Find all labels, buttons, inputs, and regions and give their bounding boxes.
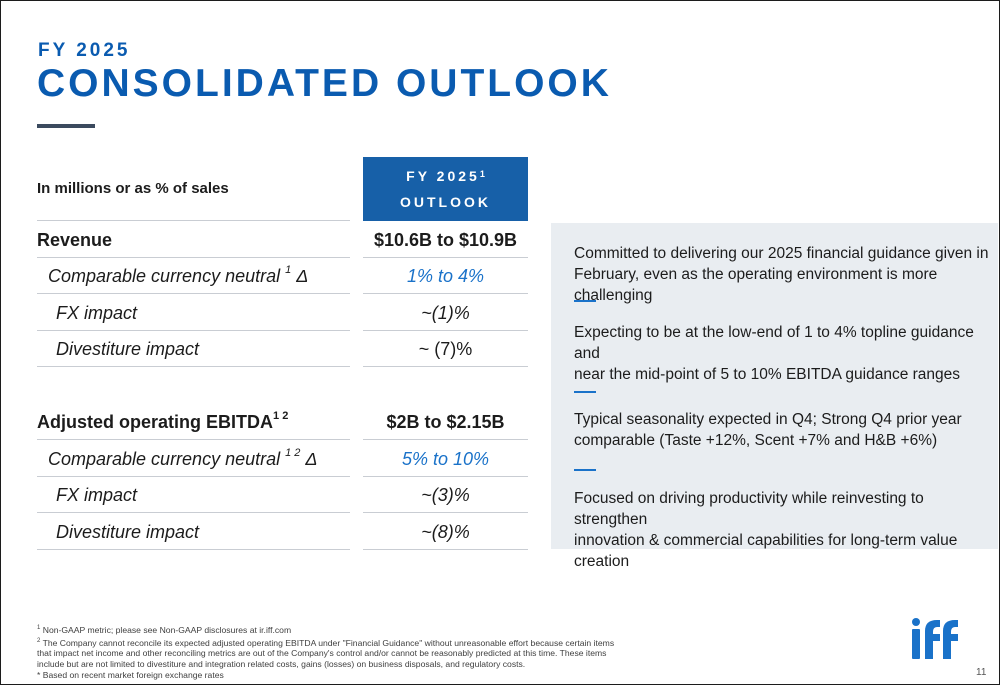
row-value-revenue: $10.6B to $10.9B [373,230,518,250]
iff-logo [912,618,958,659]
table-rule [37,220,350,221]
row-label-revenue-divestiture: Divestiture impact [56,339,200,359]
slide-title: CONSOLIDATED OUTLOOK [37,62,612,105]
row-value-revenue-divestiture: ~ (7)% [418,339,473,359]
table-rule [363,439,528,440]
page-number: 11 [976,667,987,678]
table-rule [37,293,350,294]
commentary-item: Committed to delivering our 2025 financi… [574,245,989,304]
commentary-item: Focused on driving productivity while re… [574,490,958,570]
table-rule [363,476,528,477]
title-underline [37,124,95,128]
table-rule [37,476,350,477]
row-label-ebitda-comparable: Comparable currency neutral 1 2 Δ [48,447,318,469]
column-header-outlook: OUTLOOK [400,194,491,210]
footnote-1: 1 Non-GAAP metric; please see Non-GAAP d… [37,624,292,635]
table-rule [363,366,528,367]
row-value-ebitda-comparable: 5% to 10% [401,449,490,469]
slide-eyebrow: FY 2025 [38,40,131,61]
row-label-revenue-fx: FX impact [56,303,138,323]
table-rule [37,512,350,513]
table-rule [37,439,350,440]
table-rule [363,512,528,513]
commentary-divider [574,391,596,393]
table-rule [37,549,350,550]
row-value-revenue-comparable: 1% to 4% [406,266,485,286]
footnote-2: 2 The Company cannot reconcile its expec… [37,637,615,670]
footnote-fx: * Based on recent market foreign exchang… [37,669,224,680]
commentary-divider [574,469,596,471]
commentary-divider [574,300,596,302]
commentary-panel [551,223,998,549]
commentary-item: Expecting to be at the low-end of 1 to 4… [574,324,974,383]
table-rule [37,366,350,367]
table-rule [363,549,528,550]
row-label-revenue: Revenue [37,230,113,250]
footnotes: 1 Non-GAAP metric; please see Non-GAAP d… [37,623,617,681]
row-label-ebitda: Adjusted operating EBITDA1 2 [37,410,289,432]
column-header-year: FY 2025 [406,168,480,184]
row-value-ebitda-fx: ~(3)% [421,485,470,505]
row-value-revenue-fx: ~(1)% [421,303,470,323]
outlook-column-header: FY 20251 OUTLOOK [363,157,528,221]
table-rule [363,293,528,294]
row-label-revenue-comparable: Comparable currency neutral 1 Δ [48,264,309,286]
table-rule [37,257,350,258]
table-rule [363,257,528,258]
row-label-ebitda-fx: FX impact [56,485,138,505]
row-value-ebitda: $2B to $2.15B [386,412,505,432]
units-label: In millions or as % of sales [37,180,229,197]
commentary-item: Typical seasonality expected in Q4; Stro… [574,411,962,449]
table-rule [363,330,528,331]
column-header-footnote: 1 [479,169,485,179]
table-rule [37,330,350,331]
row-value-ebitda-divestiture: ~(8)% [421,522,470,542]
row-label-ebitda-divestiture: Divestiture impact [56,522,200,542]
